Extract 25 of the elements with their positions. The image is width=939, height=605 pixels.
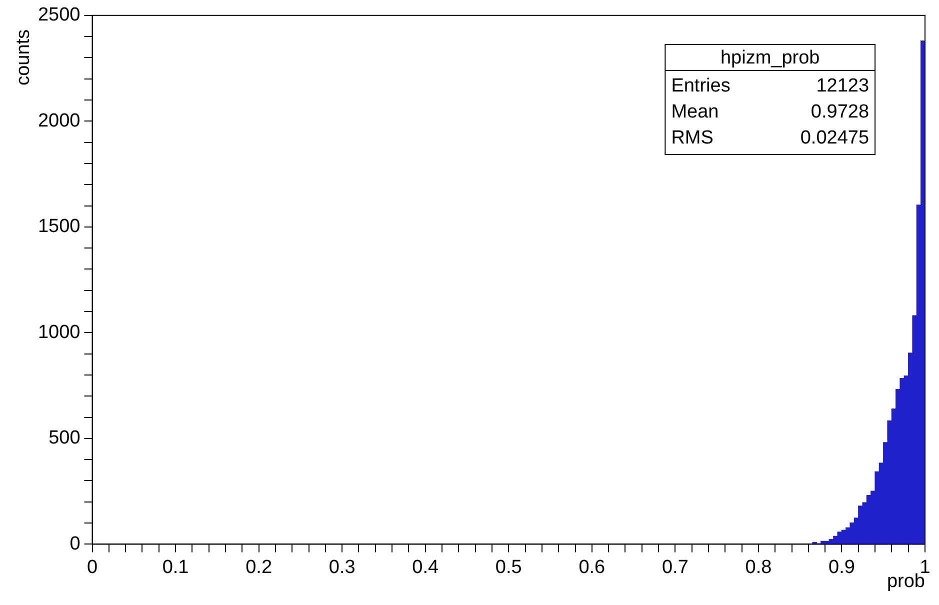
x-tick-label: 0.9 [828,556,855,578]
x-tick-label: 0.1 [162,556,189,578]
x-tick-label: 0.6 [578,556,606,578]
y-axis-title: counts [13,29,34,86]
x-tick-label: 0.5 [495,556,522,578]
x-tick-label: 0.3 [328,556,356,578]
annotation: 0.02475 [800,128,870,149]
annotation: 12123 [816,76,870,97]
x-tick-label: 0.2 [246,556,272,578]
x-tick-label: 0.8 [745,556,772,578]
y-tick-label: 2000 [38,110,80,132]
x-tick-label: 0.7 [662,556,688,578]
x-tick-label: 1 [920,556,930,578]
y-tick-label: 2500 [38,4,80,26]
x-tick-label: 0.4 [412,556,439,578]
annotation: Mean [671,102,719,123]
y-tick-label: 0 [70,533,80,554]
y-tick-label: 1500 [38,216,80,238]
text: hpizm_prob [720,48,820,69]
annotation: RMS [671,128,714,149]
y-tick-label: 500 [48,428,80,449]
annotation: 0.9728 [810,102,870,123]
annotation: Entries [671,76,730,97]
x-tick-label: 0 [86,556,98,578]
y-tick-label: 1000 [38,322,80,343]
